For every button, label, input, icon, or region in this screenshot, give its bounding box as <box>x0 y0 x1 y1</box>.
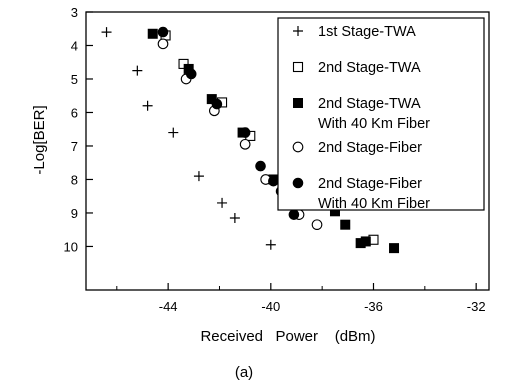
data-point-filled-square <box>147 28 158 39</box>
x-tick-label: -40 <box>261 299 280 314</box>
x-tick-label: -36 <box>364 299 383 314</box>
y-tick-label: 8 <box>71 172 78 187</box>
data-point-open-circle <box>311 219 323 231</box>
data-point-plus <box>193 171 204 182</box>
x-axis-label: Received Power (dBm) <box>200 328 375 345</box>
y-axis: 3 4 5 6 7 8 9 10 <box>64 5 93 254</box>
data-point-plus <box>229 212 240 223</box>
data-point-filled-square <box>389 243 400 254</box>
legend-entry-label: 1st Stage-TWA <box>318 24 416 40</box>
x-axis: -44 -40 -36 -32 <box>116 283 486 314</box>
data-point-filled-circle <box>288 209 300 220</box>
data-point-open-square <box>178 58 189 69</box>
y-tick-label: 3 <box>71 5 78 20</box>
data-point-filled-circle <box>185 68 197 80</box>
legend-entry-label: 2nd Stage-Fiber <box>318 140 422 156</box>
legend-box <box>277 17 485 211</box>
y-axis-label: -Log[BER] <box>31 105 48 174</box>
y-tick-label: 9 <box>71 206 78 221</box>
legend-marker-filled-circle <box>292 177 304 189</box>
data-point-filled-square <box>340 219 351 230</box>
data-point-filled-circle <box>157 26 169 38</box>
data-point-filled-circle <box>211 98 223 110</box>
legend: 1st Stage-TWA 2nd Stage-TWA 2nd Stage-TWA W… <box>277 17 485 212</box>
y-tick-label: 7 <box>71 139 78 154</box>
legend-marker-plus <box>293 26 303 36</box>
legend-entry-label: 2nd Stage-TWA <box>318 96 421 112</box>
legend-marker-open-circle <box>292 141 304 153</box>
data-point-filled-square <box>360 236 371 247</box>
y-tick-label: 4 <box>71 38 78 53</box>
y-tick-label: 5 <box>71 72 78 87</box>
data-point-open-circle <box>239 138 251 150</box>
legend-entry-label: With 40 Km Fiber <box>318 116 430 132</box>
x-tick-label: -32 <box>467 299 486 314</box>
data-point-filled-circle <box>268 175 279 187</box>
data-point-filled-circle <box>255 160 266 172</box>
legend-entry-label: With 40 Km Fiber <box>318 196 430 212</box>
data-point-plus <box>101 27 112 38</box>
data-points <box>101 26 400 254</box>
legend-marker-open-square <box>292 61 304 73</box>
data-point-open-circle <box>157 38 169 50</box>
data-point-plus <box>132 65 143 76</box>
data-point-filled-circle <box>239 127 251 138</box>
data-point-plus <box>217 197 228 208</box>
legend-marker-filled-square <box>293 98 303 108</box>
legend-entry-label: 2nd Stage-TWA <box>318 60 421 76</box>
x-tick-label: -44 <box>159 299 178 314</box>
y-tick-label: 6 <box>71 105 78 120</box>
y-tick-label: 10 <box>64 239 78 254</box>
figure-caption: (a) <box>235 364 253 381</box>
data-point-plus <box>168 127 179 138</box>
plot-frame <box>85 11 490 291</box>
data-point-plus <box>142 100 153 111</box>
data-point-plus <box>265 239 276 250</box>
legend-entry-label: 2nd Stage-Fiber <box>318 176 422 192</box>
